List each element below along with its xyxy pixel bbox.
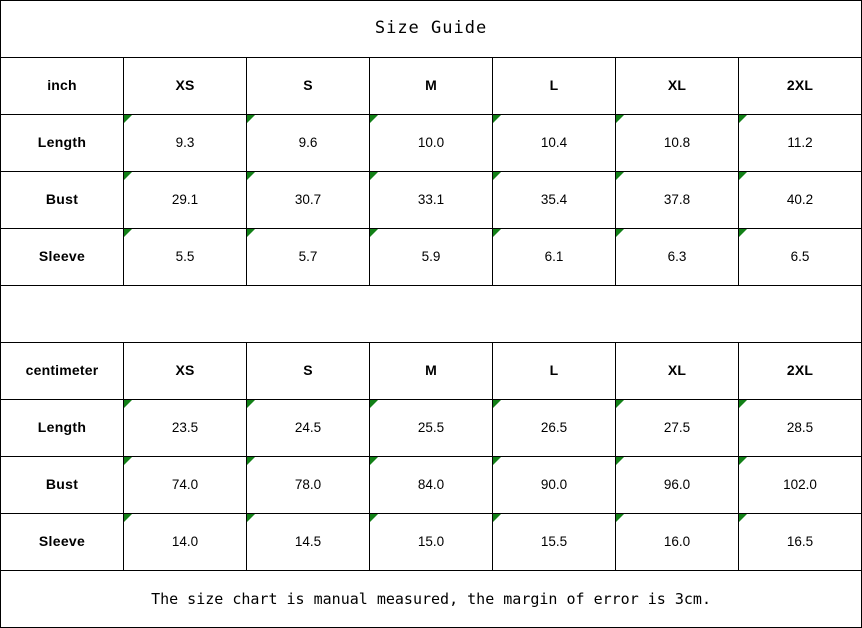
cell-cm-sleeve-l: 15.5 (492, 513, 616, 571)
cell-inch-sleeve-l: 6.1 (492, 228, 616, 286)
cell-cm-sleeve-m: 15.0 (369, 513, 493, 571)
cell-cm-length-xs: 23.5 (123, 399, 247, 457)
cell-inch-bust-l: 35.4 (492, 171, 616, 229)
centimeter-size-header-xs: XS (123, 342, 247, 400)
cell-cm-length-l: 26.5 (492, 399, 616, 457)
cell-inch-sleeve-xs: 5.5 (123, 228, 247, 286)
cell-inch-length-l: 10.4 (492, 114, 616, 172)
cell-inch-sleeve-2xl: 6.5 (737, 228, 862, 286)
title-cell: Size Guide (0, 0, 862, 58)
centimeter-size-header-2xl: 2XL (737, 342, 862, 400)
cell-inch-bust-xl: 37.8 (615, 171, 739, 229)
row-label-inch-length: Length (0, 114, 124, 172)
cell-inch-length-m: 10.0 (369, 114, 493, 172)
cell-inch-length-2xl: 11.2 (737, 114, 862, 172)
cell-cm-sleeve-xs: 14.0 (123, 513, 247, 571)
cell-cm-bust-2xl: 102.0 (737, 456, 862, 514)
cell-inch-bust-xs: 29.1 (123, 171, 247, 229)
footnote-row: The size chart is manual measured, the m… (0, 570, 862, 628)
cell-inch-length-s: 9.6 (246, 114, 370, 172)
cell-inch-bust-m: 33.1 (369, 171, 493, 229)
cell-cm-length-2xl: 28.5 (737, 399, 862, 457)
cell-inch-length-xs: 9.3 (123, 114, 247, 172)
cell-cm-bust-m: 84.0 (369, 456, 493, 514)
unit-label-centimeter: centimeter (25, 362, 99, 378)
table-row: Bust 74.0 78.0 84.0 90.0 96.0 10 (0, 456, 862, 514)
table-row: Length 9.3 9.6 10.0 10.4 10.8 11 (0, 114, 862, 172)
inch-size-header-xs: XS (123, 57, 247, 115)
table-separator-row (0, 285, 862, 343)
footnote-cell: The size chart is manual measured, the m… (0, 570, 862, 628)
measurement-disclaimer: The size chart is manual measured, the m… (151, 589, 711, 608)
inch-size-header-s: S (246, 57, 370, 115)
cell-cm-sleeve-xl: 16.0 (615, 513, 739, 571)
centimeter-unit-header: centimeter (0, 342, 124, 400)
table-row: Length 23.5 24.5 25.5 26.5 27.5 (0, 399, 862, 457)
inch-size-header-2xl: 2XL (737, 57, 862, 115)
cell-cm-length-m: 25.5 (369, 399, 493, 457)
table-row: Bust 29.1 30.7 33.1 35.4 37.8 40 (0, 171, 862, 229)
centimeter-header-row: centimeter XS S M L XL 2XL (0, 342, 862, 400)
cell-cm-bust-l: 90.0 (492, 456, 616, 514)
inch-unit-header: inch (0, 57, 124, 115)
cell-cm-length-s: 24.5 (246, 399, 370, 457)
inch-size-header-l: L (492, 57, 616, 115)
cell-cm-sleeve-2xl: 16.5 (737, 513, 862, 571)
cell-inch-sleeve-xl: 6.3 (615, 228, 739, 286)
centimeter-size-header-s: S (246, 342, 370, 400)
unit-label-inch: inch (47, 77, 77, 93)
row-label-cm-length: Length (0, 399, 124, 457)
cell-inch-bust-2xl: 40.2 (737, 171, 862, 229)
table-row: Sleeve 14.0 14.5 15.0 15.5 16.0 (0, 513, 862, 571)
page-title: Size Guide (374, 18, 488, 38)
table-row: Sleeve 5.5 5.7 5.9 6.1 6.3 6.5 (0, 228, 862, 286)
cell-inch-bust-s: 30.7 (246, 171, 370, 229)
table-separator-cell (0, 285, 862, 343)
row-label-cm-sleeve: Sleeve (0, 513, 124, 571)
cell-cm-bust-s: 78.0 (246, 456, 370, 514)
cell-inch-sleeve-s: 5.7 (246, 228, 370, 286)
inch-size-header-m: M (369, 57, 493, 115)
title-row: Size Guide (0, 0, 862, 58)
cell-cm-sleeve-s: 14.5 (246, 513, 370, 571)
cell-cm-bust-xl: 96.0 (615, 456, 739, 514)
centimeter-size-header-xl: XL (615, 342, 739, 400)
inch-header-row: inch XS S M L XL 2XL (0, 57, 862, 115)
row-label-cm-bust: Bust (0, 456, 124, 514)
centimeter-size-header-m: M (369, 342, 493, 400)
centimeter-size-header-l: L (492, 342, 616, 400)
cell-inch-sleeve-m: 5.9 (369, 228, 493, 286)
row-label-inch-bust: Bust (0, 171, 124, 229)
cell-cm-length-xl: 27.5 (615, 399, 739, 457)
inch-size-header-xl: XL (615, 57, 739, 115)
cell-inch-length-xl: 10.8 (615, 114, 739, 172)
row-label-inch-sleeve: Sleeve (0, 228, 124, 286)
cell-cm-bust-xs: 74.0 (123, 456, 247, 514)
